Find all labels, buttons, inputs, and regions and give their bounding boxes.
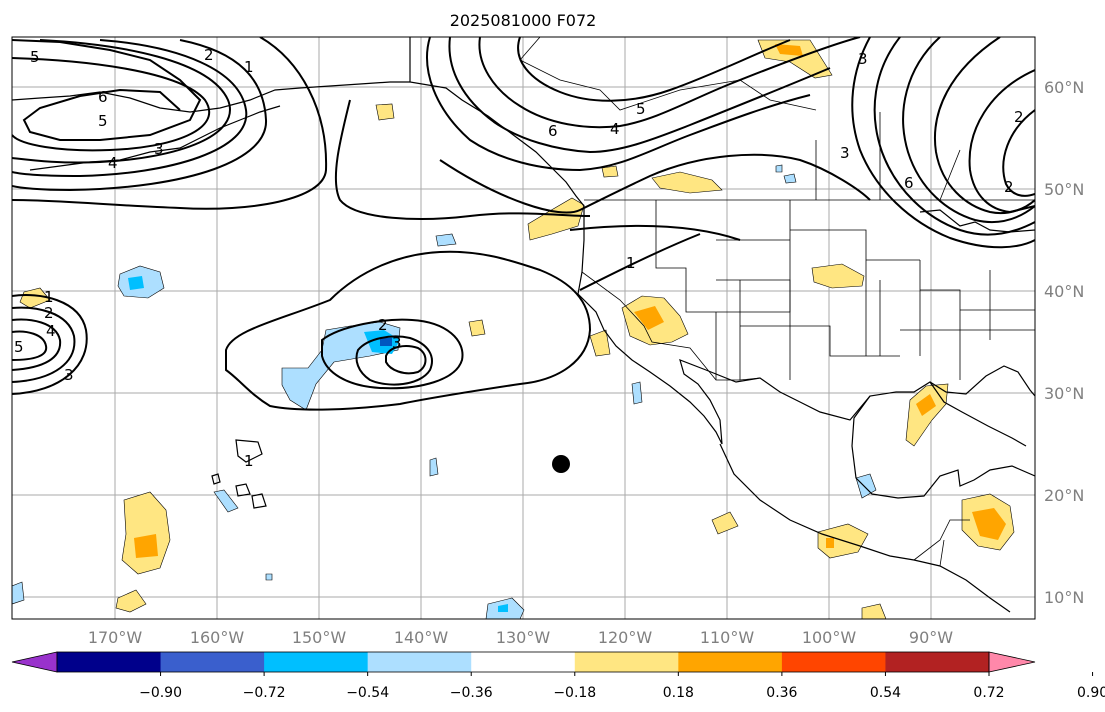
map-title: 2025081000 F072 <box>450 11 597 30</box>
negative-anomaly-shading <box>12 164 877 619</box>
colorbar-segment <box>678 652 783 672</box>
longitude-label: 120°W <box>598 628 653 647</box>
latitude-label: 60°N <box>1044 78 1084 97</box>
longitude-label: 90°W <box>909 628 953 647</box>
contour-label: 5 <box>30 48 40 66</box>
contour-label: 2 <box>1004 178 1014 196</box>
longitude-label: 110°W <box>700 628 755 647</box>
contour-label: 2 <box>378 316 388 334</box>
colorbar-outline <box>56 651 990 673</box>
contour-labels: 5 6 5 4 2 1 3 6 5 4 3 2 1 2 3 1 2 4 5 3 … <box>14 46 1024 470</box>
colorbar-tick-label: 0.36 <box>766 685 797 701</box>
colorbar-segment <box>781 652 886 672</box>
latitude-label: 20°N <box>1044 486 1084 505</box>
contour-label: 1 <box>244 58 254 76</box>
contour-label: 5 <box>636 100 646 118</box>
contour-label: 3 <box>154 140 164 158</box>
latitude-label: 30°N <box>1044 384 1084 403</box>
colorbar-segment <box>885 652 990 672</box>
longitude-label: 170°W <box>88 628 143 647</box>
map-panel: 5 6 5 4 2 1 3 6 5 4 3 2 1 2 3 1 2 4 5 3 … <box>12 37 1035 619</box>
colorbar-low-extend <box>11 651 58 673</box>
contour-label: 2 <box>204 46 214 64</box>
colorbar-tick-label: −0.36 <box>450 685 493 701</box>
contour-label: 6 <box>548 122 558 140</box>
map-gridlines <box>12 37 1035 619</box>
positive-anomaly-shading <box>19 39 1015 619</box>
colorbar-tick-label: −0.18 <box>553 685 596 701</box>
colorbar-segment <box>57 652 162 672</box>
contour-label: 6 <box>904 174 914 192</box>
political-borders <box>519 37 1035 567</box>
contour-label: 2 <box>1014 108 1024 126</box>
contour-label: 3 <box>392 334 402 352</box>
contour-label: 1 <box>44 288 54 306</box>
contour-label: 4 <box>46 322 56 340</box>
longitude-label: 140°W <box>394 628 449 647</box>
contour-label: 1 <box>626 254 636 272</box>
longitude-label: 100°W <box>802 628 857 647</box>
longitude-labels: 170°W 160°W 150°W 140°W 130°W 120°W 110°W 100°W… <box>88 628 953 647</box>
colorbar: −0.90 −0.72 −0.54 −0.36 −0.18 0.18 0.36 0.54 0.7… <box>11 651 1105 701</box>
colorbar-segment <box>367 652 472 672</box>
colorbar-high-extend <box>988 651 1036 673</box>
colorbar-segment <box>160 652 265 672</box>
contour-label: 1 <box>244 452 254 470</box>
longitude-label: 150°W <box>292 628 347 647</box>
latitude-labels: 60°N 50°N 40°N 30°N 20°N 10°N <box>1044 78 1084 607</box>
colorbar-tick-label: 0.18 <box>663 685 694 701</box>
contour-label: 3 <box>64 366 74 384</box>
contour-label: 6 <box>98 88 108 106</box>
latitude-label: 50°N <box>1044 180 1084 199</box>
map-frame <box>11 36 1036 620</box>
contour-label: 5 <box>98 112 108 130</box>
latitude-label: 10°N <box>1044 588 1084 607</box>
storm-center-marker <box>552 455 570 473</box>
colorbar-tick-label: −0.90 <box>139 685 182 701</box>
contour-label: 4 <box>610 120 620 138</box>
contour-label: 4 <box>108 154 118 172</box>
latitude-label: 40°N <box>1044 282 1084 301</box>
anomaly-contours <box>12 37 1035 411</box>
colorbar-tick-label: −0.72 <box>243 685 286 701</box>
colorbar-tick-label: 0.54 <box>870 685 901 701</box>
colorbar-tick-label: 0.90 <box>1077 685 1105 701</box>
colorbar-tick-label: −0.54 <box>346 685 389 701</box>
colorbar-segment <box>264 652 369 672</box>
contour-label: 5 <box>14 338 24 356</box>
longitude-label: 130°W <box>496 628 551 647</box>
colorbar-segment <box>471 652 576 672</box>
colorbar-tick-label: 0.72 <box>973 685 1004 701</box>
contour-label: 2 <box>44 304 54 322</box>
longitude-label: 160°W <box>190 628 245 647</box>
contour-label: 3 <box>858 50 868 68</box>
colorbar-segment <box>574 652 679 672</box>
contour-label: 3 <box>840 144 850 162</box>
